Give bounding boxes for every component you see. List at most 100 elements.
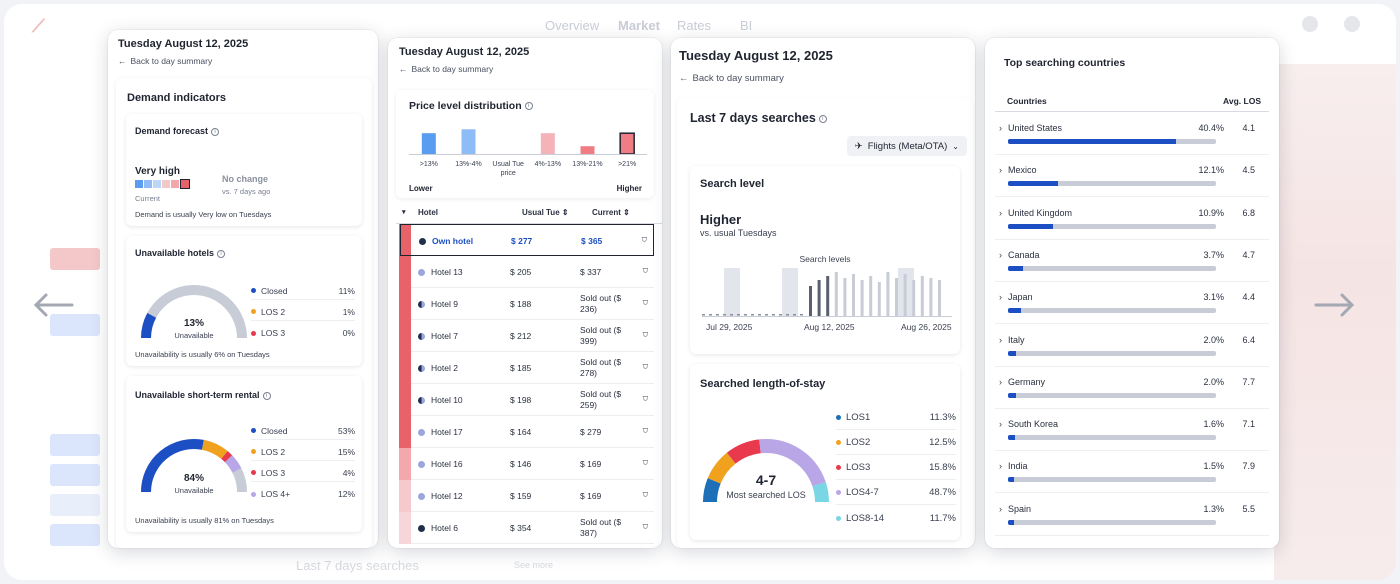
rate-details-icon[interactable]: ⛉ (642, 492, 648, 499)
column-current[interactable]: Current ⇕ (592, 208, 630, 217)
back-to-summary-link[interactable]: ← Back to day summary (399, 64, 529, 74)
date-label-mid: Aug 12, 2025 (804, 322, 855, 332)
price-heat-cell (399, 480, 411, 512)
legend-los2: LOS 2 1% (251, 303, 355, 321)
rate-details-icon[interactable]: ⛉ (642, 332, 648, 339)
rate-details-icon[interactable]: ⛉ (642, 300, 648, 307)
country-share-bar (1008, 181, 1216, 187)
country-row[interactable]: › Germany 2.0% 7.7 (995, 367, 1269, 409)
country-row[interactable]: › Mexico 12.1% 4.5 (995, 155, 1269, 198)
country-row[interactable]: › United States 40.4% 4.1 (995, 113, 1269, 155)
hotel-row[interactable]: Hotel 16 $ 146 $ 169 ⛉ (411, 448, 654, 480)
back-to-summary-link[interactable]: ← Back to day summary (679, 73, 833, 84)
current-price-cell: $ 365 (581, 235, 603, 246)
rate-details-icon[interactable]: ⛉ (642, 268, 648, 275)
country-row[interactable]: › United Kingdom 10.9% 6.8 (995, 198, 1269, 240)
rate-details-icon[interactable]: ⛉ (642, 396, 648, 403)
hotel-name-cell: Hotel 6 (418, 512, 458, 544)
country-avg-los: 5.5 (1242, 503, 1255, 514)
country-avg-los: 4.4 (1242, 292, 1255, 303)
hotel-row[interactable]: Hotel 9 $ 188 Sold out ($ 236) ⛉ (411, 288, 654, 320)
country-row[interactable]: › India 1.5% 7.9 (995, 451, 1269, 494)
chevron-down-icon: ⌄ (952, 141, 959, 151)
country-share-bar (1008, 519, 1216, 525)
usual-price-cell: $ 164 (510, 427, 532, 437)
country-row[interactable]: › South Korea 1.6% 7.1 (995, 409, 1269, 452)
search-level-tick (765, 314, 768, 316)
country-share-bar (1008, 350, 1216, 356)
chevron-right-icon[interactable]: › (999, 461, 1002, 472)
hotel-row[interactable]: Hotel 6 $ 354 Sold out ($ 387) ⛉ (411, 512, 654, 544)
country-share-fill (1008, 139, 1177, 144)
country-share-fill (1008, 223, 1054, 229)
usual-price-cell: $ 185 (510, 363, 532, 373)
country-row[interactable]: › Italy 2.0% 6.4 (995, 325, 1269, 367)
hotel-name: Hotel 12 (431, 491, 463, 501)
legend-los1: LOS1 11.3% (836, 406, 956, 430)
country-avg-los: 6.8 (1242, 207, 1255, 218)
legend-closed: Closed 11% (251, 282, 355, 300)
unavailable-hotels-value: 13% (183, 318, 204, 329)
searched-los-title: Searched length-of-stay (700, 378, 826, 390)
countries-panel: Top searching countries Countries Avg. L… (985, 38, 1279, 548)
chevron-right-icon[interactable]: › (999, 123, 1002, 133)
price-lower-label: Lower (409, 184, 433, 193)
rate-details-icon[interactable]: ⛉ (642, 364, 648, 371)
rate-details-icon[interactable]: ⛉ (642, 524, 648, 531)
demand-forecast-card: Demand forecast i Very high Current No ch… (126, 114, 362, 226)
hotel-row[interactable]: Hotel 7 $ 212 Sold out ($ 399) ⛉ (411, 320, 654, 352)
column-hotel[interactable]: Hotel (418, 208, 438, 217)
country-share-fill (1008, 308, 1021, 314)
country-share: 3.7% (1203, 249, 1224, 260)
chevron-right-icon[interactable]: › (999, 249, 1002, 260)
rate-details-icon[interactable]: ⛉ (641, 237, 647, 244)
hotel-row[interactable]: Hotel 17 $ 164 $ 279 ⛉ (411, 416, 654, 448)
country-name: India (1008, 461, 1028, 472)
next-arrow-icon[interactable] (1314, 290, 1358, 320)
country-row[interactable]: › Canada 3.7% 4.7 (995, 240, 1269, 282)
hotel-name: Hotel 2 (431, 363, 458, 373)
own-hotel-row[interactable]: Own hotel $ 277 $ 365 ⛉ (400, 224, 654, 256)
current-price-cell: Sold out ($ 236) (580, 293, 622, 314)
back-arrow-icon: ← (118, 56, 127, 66)
search-level-bar (920, 276, 924, 316)
chevron-right-icon[interactable]: › (999, 292, 1002, 303)
unavailable-str-value: 84% (183, 473, 204, 484)
chevron-right-icon[interactable]: › (999, 165, 1002, 176)
chevron-right-icon[interactable]: › (999, 503, 1002, 514)
hotel-marker-icon (418, 396, 425, 404)
country-share-bar (1008, 265, 1216, 271)
expand-all-icon[interactable]: ▾ (402, 209, 406, 216)
previous-arrow-icon[interactable] (30, 290, 74, 320)
demand-panel: Tuesday August 12, 2025 ← Back to day su… (108, 30, 378, 548)
source-dropdown[interactable]: ✈ Flights (Meta/OTA) ⌄ (846, 136, 967, 156)
legend-los2: LOS 2 15% (251, 443, 355, 461)
unavailable-str-legend: Closed 53% LOS 2 15% LOS 3 4% LOS 4+ 12% (251, 422, 355, 508)
chevron-right-icon[interactable]: › (999, 419, 1002, 430)
current-price-cell: $ 169 (580, 490, 602, 501)
usual-price-cell: $ 354 (510, 523, 532, 533)
hotel-row[interactable]: Hotel 12 $ 159 $ 169 ⛉ (411, 480, 654, 512)
profile-icon (1344, 16, 1360, 32)
hotel-row[interactable]: Hotel 10 $ 198 Sold out ($ 259) ⛉ (411, 384, 654, 416)
country-share-bar (1008, 435, 1216, 441)
hotel-name: Own hotel (432, 236, 474, 246)
hotel-row[interactable]: Hotel 2 $ 185 Sold out ($ 278) ⛉ (411, 352, 654, 384)
hotel-name-cell: Hotel 9 (418, 288, 458, 320)
chevron-right-icon[interactable]: › (999, 334, 1002, 345)
back-link-label: Back to day summary (130, 56, 213, 66)
rate-details-icon[interactable]: ⛉ (642, 460, 648, 467)
chevron-right-icon[interactable]: › (999, 376, 1002, 387)
back-to-summary-link[interactable]: ← Back to day summary (118, 56, 248, 66)
info-icon: i (217, 249, 226, 258)
country-row[interactable]: › Japan 3.1% 4.4 (995, 282, 1269, 325)
searched-los-card: Searched length-of-stay 4-7 Most searche… (690, 364, 960, 540)
unavailable-hotels-note: Unavailability is usually 6% on Tuesdays (135, 350, 270, 359)
hotel-row[interactable]: Hotel 13 $ 205 $ 337 ⛉ (411, 256, 654, 288)
rate-details-icon[interactable]: ⛉ (642, 428, 648, 435)
column-usual-tue[interactable]: Usual Tue ⇕ (522, 208, 569, 217)
search-level-tick (758, 314, 761, 316)
country-avg-los: 4.1 (1242, 123, 1255, 133)
chevron-right-icon[interactable]: › (999, 207, 1002, 218)
country-row[interactable]: › Spain 1.3% 5.5 (995, 494, 1269, 536)
